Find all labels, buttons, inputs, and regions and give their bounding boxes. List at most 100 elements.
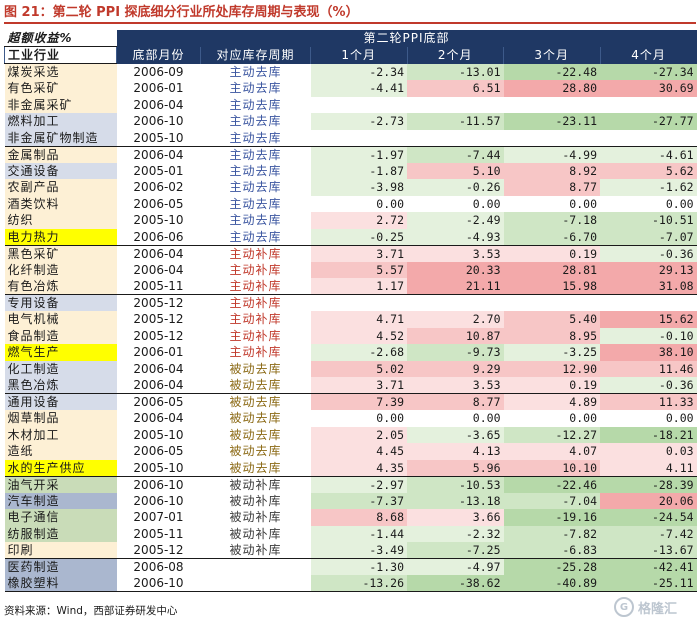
table-row: 油气开采 2006-10 被动补库 -2.97 -10.53 -22.46 -28.39 [4,475,697,493]
inventory-cycle-cell: 被动补库 [229,510,282,525]
table-row: 化工制造 2006-04 被动去库 5.02 9.29 12.90 11.46 [4,360,697,377]
inventory-cycle-cell: 主动去库 [229,196,282,211]
return-4m-cell: 30.69 [600,80,697,97]
figure-title-text: 图 21：第二轮 PPI 探底细分行业所处库存周期与表现（%） [4,5,359,20]
return-1m-cell: -2.68 [310,344,407,361]
inventory-cycle-cell: 被动补库 [200,475,311,493]
return-1m-cell: 3.71 [310,377,407,394]
return-4m-cell: 0.00 [600,410,697,427]
return-1m-cell: 4.45 [310,443,407,460]
industry-cell: 烟草制品 [4,410,117,427]
industry-cell: 黑色冶炼 [4,377,117,394]
inventory-cycle-cell: 被动去库 [229,378,282,392]
table-row: 酒类饮料 2006-05 主动去库 0.00 0.00 0.00 0.00 [4,195,697,212]
return-4m-cell: 4.11 [600,459,697,476]
return-1m-cell: 0.00 [310,410,407,427]
bottom-month-cell: 2005-01 [133,163,184,178]
table-row: 农副产品 2006-02 主动去库 -3.98 -0.26 8.77 -1.62 [4,179,697,196]
inventory-cycle-cell: 被动去库 [200,393,311,410]
return-4m-cell [600,96,697,113]
bottom-month-cell: 2006-05 [133,444,184,459]
table-row: 通用设备 2006-05 被动去库 7.39 8.77 4.89 11.33 [4,393,697,410]
return-2m-cell: 21.11 [407,278,504,295]
industry-cell: 通用设备 [4,393,117,410]
return-4m-cell: 0.03 [600,443,697,460]
return-2m-cell: 4.13 [407,443,504,460]
inventory-cycle-cell: 被动去库 [229,361,282,376]
return-1m-cell: -4.41 [310,80,407,97]
bottom-month-cell: 2005-10 [133,130,184,145]
return-4m-cell: 38.10 [600,344,697,361]
return-4m-cell: -27.34 [600,63,697,80]
return-1m-cell: 4.35 [310,459,407,476]
inventory-cycle-cell: 被动去库 [229,444,282,459]
table-row: 纺织 2005-10 主动去库 2.72 -2.49 -7.18 -10.51 [4,212,697,229]
return-1m-cell: 1.17 [310,278,407,295]
industry-cell: 非金属采矿 [4,96,117,113]
return-3m-cell: -6.70 [503,228,600,245]
return-1m-cell: -1.44 [310,525,407,542]
industry-cell: 油气开采 [4,475,117,493]
return-3m-cell: -22.46 [503,475,600,493]
return-3m-cell: 0.19 [503,377,600,394]
bottom-month-cell: 2005-12 [133,328,184,343]
inventory-cycle-cell: 主动去库 [229,213,282,228]
return-4m-cell: -7.42 [600,525,697,542]
table-row: 橡胶塑料 2006-10 -13.26 -38.62 -40.89 -25.11 [4,575,697,592]
inventory-cycle-cell: 主动去库 [229,163,282,178]
return-4m-cell: -42.41 [600,558,697,575]
industry-cell: 有色冶炼 [4,278,117,295]
return-3m-cell: -7.04 [503,492,600,509]
table-row: 非金属矿物制造 2005-10 主动去库 [4,129,697,146]
table-row: 金属制品 2006-04 主动去库 -1.97 -7.44 -4.99 -4.61 [4,145,697,163]
return-4m-cell: 0.00 [600,195,697,212]
return-1m-cell: -1.30 [310,558,407,575]
watermark-logo: G 格隆汇 [614,595,690,619]
return-3m-cell: 0.19 [503,244,600,262]
bottom-month-cell: 2005-11 [133,279,184,293]
return-1m-cell: -3.49 [310,542,407,559]
return-1m-cell: -7.37 [310,492,407,509]
return-2m-cell: 3.53 [407,377,504,394]
industry-cell: 橡胶塑料 [4,575,117,592]
return-2m-cell: 5.10 [407,162,504,179]
return-4m-cell: 20.06 [600,492,697,509]
inventory-cycle-cell [200,575,311,592]
return-4m-cell: -13.67 [600,542,697,559]
bottom-month-cell: 2006-04 [133,97,184,112]
return-3m-cell: -19.16 [503,509,600,526]
inventory-cycle-cell: 主动补库 [229,312,282,327]
bottom-month-cell: 2006-04 [133,361,184,376]
return-2m-cell: -0.26 [407,179,504,196]
return-3m-cell: -7.82 [503,525,600,542]
return-3m-cell: -22.48 [503,63,600,80]
inventory-cycle-cell: 主动补库 [229,328,282,343]
return-4m-cell: 11.46 [600,360,697,377]
industry-cell: 电气机械 [4,311,117,328]
bottom-month-cell: 2006-05 [116,393,201,410]
return-3m-cell: 28.81 [503,261,600,278]
watermark-g-icon: G [614,597,634,617]
return-1m-cell: 3.71 [310,244,407,262]
inventory-cycle-table: 超额收益% 第二轮PPI底部 工业行业 底部月份 对应库存周期 1个月 2个月 … [4,30,697,592]
return-1m-cell: 2.05 [310,426,407,443]
return-3m-cell: 5.40 [503,311,600,328]
return-3m-cell: 15.98 [503,278,600,295]
return-3m-cell: 4.07 [503,443,600,460]
industry-cell: 有色采矿 [4,80,117,97]
return-2m-cell: -13.18 [407,492,504,509]
return-1m-cell: -3.98 [310,179,407,196]
return-2m-cell: -4.97 [407,558,504,575]
return-4m-cell: -25.11 [600,575,697,592]
return-4m-cell: -18.21 [600,426,697,443]
inventory-cycle-cell: 主动去库 [200,145,311,163]
bottom-month-cell: 2006-06 [133,229,184,244]
bottom-month-cell: 2006-04 [116,244,201,262]
industry-cell: 汽车制造 [4,492,117,509]
bottom-month-cell: 2006-08 [116,558,201,575]
col-header-industry: 工业行业 [4,46,117,64]
inventory-cycle-cell: 主动去库 [229,114,282,129]
bottom-month-cell: 2005-12 [133,312,184,327]
return-4m-cell: 11.33 [600,393,697,410]
table-row: 交通设备 2005-01 主动去库 -1.87 5.10 8.92 5.62 [4,162,697,179]
